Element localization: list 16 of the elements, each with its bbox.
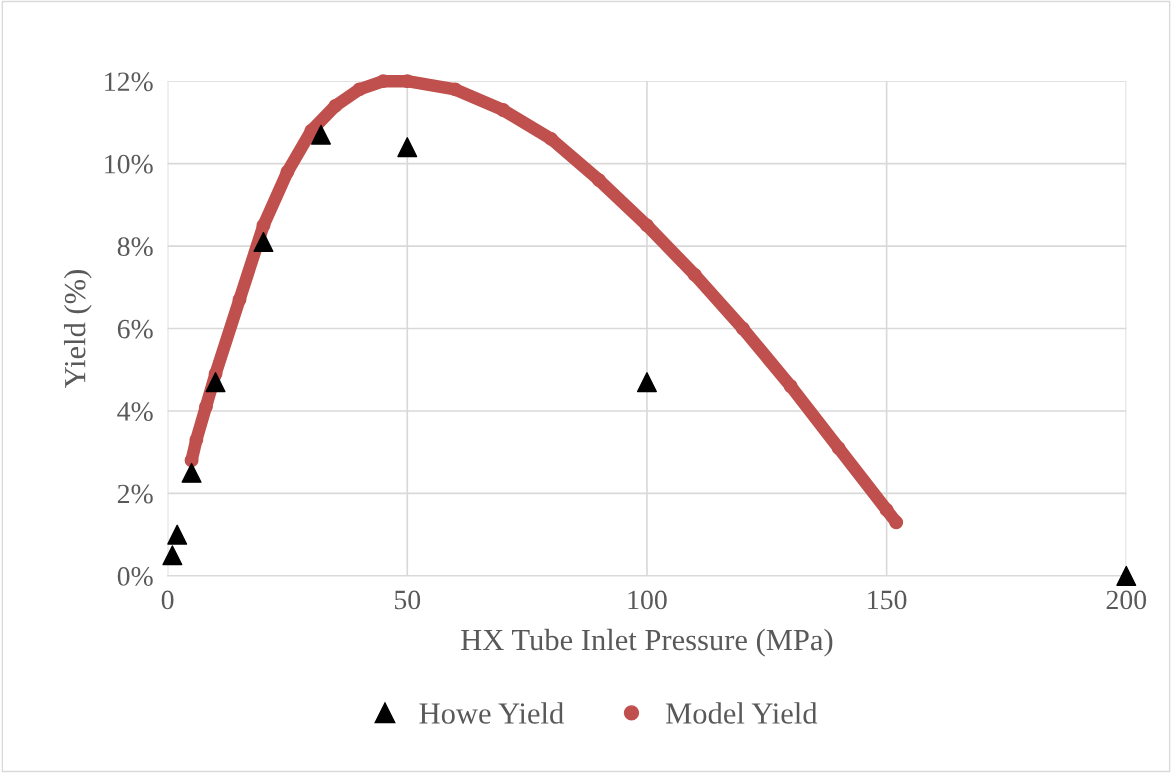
y-tick-label: 0% <box>117 567 153 586</box>
x-axis-title: HX Tube Inlet Pressure (MPa) <box>461 628 833 657</box>
y-axis-title: Yield (%) <box>63 270 92 388</box>
legend-label: Model Yield <box>665 702 818 724</box>
legend-label: Howe Yield <box>419 702 564 724</box>
x-tick-label: 50 <box>395 590 421 610</box>
x-tick-label: 100 <box>628 590 667 610</box>
y-tick-label: 4% <box>117 402 153 421</box>
x-tick-label: 150 <box>868 590 907 610</box>
x-tick-label: 0 <box>161 590 174 610</box>
y-tick-label: 12% <box>105 72 153 92</box>
y-tick-label: 8% <box>117 237 153 257</box>
y-tick-label: 2% <box>117 484 153 504</box>
y-tick-label: 10% <box>105 154 153 174</box>
x-tick-label: 200 <box>1106 590 1147 610</box>
y-tick-label: 6% <box>117 319 153 339</box>
